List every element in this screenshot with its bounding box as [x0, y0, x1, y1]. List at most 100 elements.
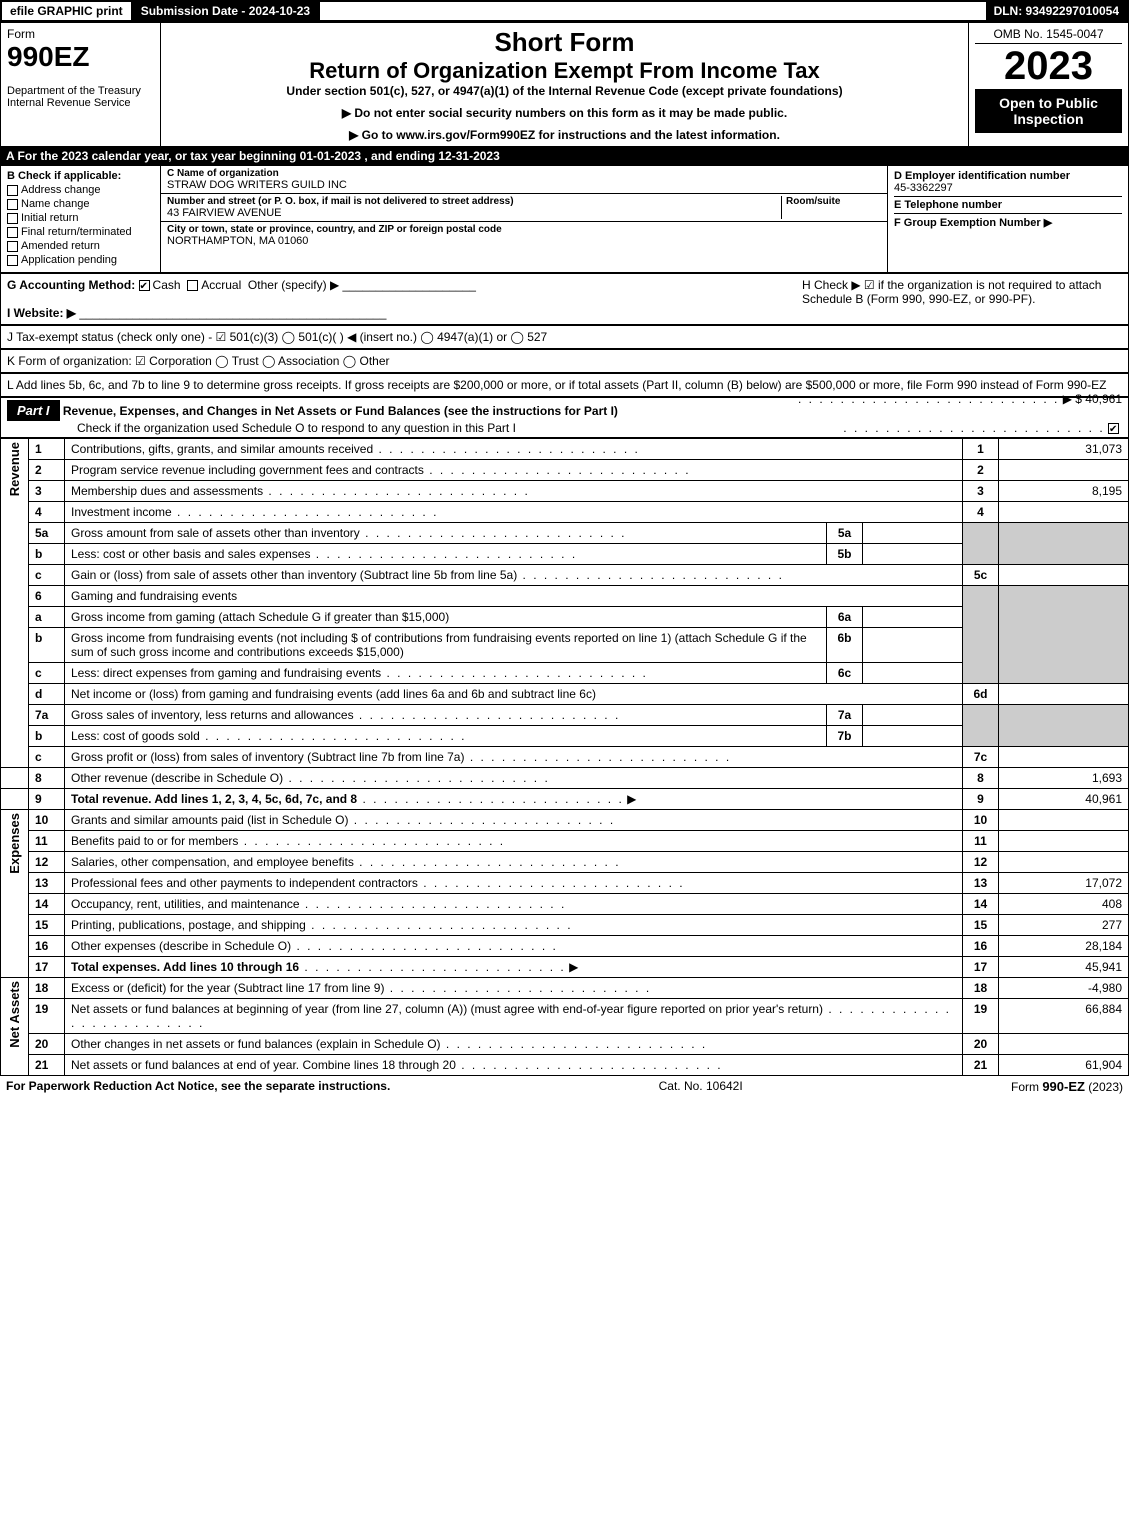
l3-desc: Membership dues and assessments: [71, 484, 263, 498]
l6a-subval: [863, 607, 963, 628]
check-schedule-o[interactable]: [1108, 423, 1119, 434]
l10-no: 10: [29, 810, 65, 831]
street-row: Number and street (or P. O. box, if mail…: [161, 194, 887, 222]
dln: DLN: 93492297010054: [986, 2, 1127, 20]
city: NORTHAMPTON, MA 01060: [167, 235, 881, 247]
l6c-desc: Less: direct expenses from gaming and fu…: [71, 666, 381, 680]
lines-table: Revenue 1 Contributions, gifts, grants, …: [0, 438, 1129, 1076]
box-b-title: B Check if applicable:: [7, 170, 121, 182]
check-final-return[interactable]: Final return/terminated: [7, 226, 154, 238]
l18-desc: Excess or (deficit) for the year (Subtra…: [71, 981, 384, 995]
l7b-desc: Less: cost of goods sold: [71, 729, 200, 743]
l18-rn: 18: [963, 978, 999, 999]
l11-no: 11: [29, 831, 65, 852]
l5b-desc: Less: cost or other basis and sales expe…: [71, 547, 310, 561]
arrow-note-2: ▶ Go to www.irs.gov/Form990EZ for instru…: [167, 128, 962, 142]
header-right: OMB No. 1545-0047 2023 Open to Public In…: [968, 23, 1128, 146]
l12-no: 12: [29, 852, 65, 873]
l8-desc: Other revenue (describe in Schedule O): [71, 771, 283, 785]
ein-row: D Employer identification number 45-3362…: [894, 168, 1122, 197]
l13-desc: Professional fees and other payments to …: [71, 876, 418, 890]
l16-no: 16: [29, 936, 65, 957]
tel-row: E Telephone number: [894, 197, 1122, 214]
row-i: I Website: ▶: [7, 306, 76, 320]
form-number: 990EZ: [7, 41, 154, 73]
row-h: H Check ▶ ☑ if the organization is not r…: [802, 278, 1122, 320]
header-left: Form 990EZ Department of the Treasury In…: [1, 23, 161, 146]
street: 43 FAIRVIEW AVENUE: [167, 207, 781, 219]
under-section: Under section 501(c), 527, or 4947(a)(1)…: [167, 84, 962, 98]
netassets-label: Net Assets: [7, 981, 22, 1048]
footer-cat: Cat. No. 10642I: [659, 1079, 743, 1094]
l21-no: 21: [29, 1055, 65, 1076]
l17-no: 17: [29, 957, 65, 978]
l13-no: 13: [29, 873, 65, 894]
check-cash[interactable]: [139, 280, 150, 291]
l7a-desc: Gross sales of inventory, less returns a…: [71, 708, 354, 722]
revenue-label: Revenue: [7, 442, 22, 496]
l8-val: 1,693: [999, 768, 1129, 789]
l7a-no: 7a: [29, 705, 65, 726]
accounting-method: G Accounting Method: Cash Accrual Other …: [7, 278, 802, 320]
box-b: B Check if applicable: Address change Na…: [1, 166, 161, 272]
l4-desc: Investment income: [71, 505, 172, 519]
l7a-subval: [863, 705, 963, 726]
l19-val: 66,884: [999, 999, 1129, 1034]
l17-rn: 17: [963, 957, 999, 978]
l6d-val: [999, 684, 1129, 705]
check-address-change[interactable]: Address change: [7, 184, 154, 196]
submission-date: Submission Date - 2024-10-23: [133, 2, 320, 20]
l4-val: [999, 502, 1129, 523]
l5c-no: c: [29, 565, 65, 586]
l1-rn: 1: [963, 439, 999, 460]
l20-no: 20: [29, 1034, 65, 1055]
l7b-no: b: [29, 726, 65, 747]
l2-rn: 2: [963, 460, 999, 481]
l15-no: 15: [29, 915, 65, 936]
l20-val: [999, 1034, 1129, 1055]
l9-rn: 9: [963, 789, 999, 810]
check-application-pending[interactable]: Application pending: [7, 254, 154, 266]
l5c-rn: 5c: [963, 565, 999, 586]
l6d-rn: 6d: [963, 684, 999, 705]
box-c: C Name of organization STRAW DOG WRITERS…: [161, 166, 888, 272]
l5c-desc: Gain or (loss) from sale of assets other…: [71, 568, 517, 582]
l14-val: 408: [999, 894, 1129, 915]
check-initial-return[interactable]: Initial return: [7, 212, 154, 224]
l21-val: 61,904: [999, 1055, 1129, 1076]
part-1-title: Revenue, Expenses, and Changes in Net As…: [63, 404, 618, 418]
omb-number: OMB No. 1545-0047: [975, 27, 1122, 44]
org-name-row: C Name of organization STRAW DOG WRITERS…: [161, 166, 887, 194]
l6b-no: b: [29, 628, 65, 663]
check-name-change[interactable]: Name change: [7, 198, 154, 210]
l7c-rn: 7c: [963, 747, 999, 768]
l17-val: 45,941: [999, 957, 1129, 978]
open-inspection: Open to Public Inspection: [975, 89, 1122, 133]
l21-rn: 21: [963, 1055, 999, 1076]
l3-rn: 3: [963, 481, 999, 502]
check-accrual[interactable]: [187, 280, 198, 291]
section-a: A For the 2023 calendar year, or tax yea…: [0, 147, 1129, 165]
l6b-subval: [863, 628, 963, 663]
l2-desc: Program service revenue including govern…: [71, 463, 424, 477]
l6c-subval: [863, 663, 963, 684]
l10-rn: 10: [963, 810, 999, 831]
l1-val: 31,073: [999, 439, 1129, 460]
l6d-desc: Net income or (loss) from gaming and fun…: [71, 687, 596, 701]
org-name-hdr: C Name of organization: [167, 168, 881, 179]
short-form-title: Short Form: [167, 27, 962, 58]
check-amended-return[interactable]: Amended return: [7, 240, 154, 252]
header-center: Short Form Return of Organization Exempt…: [161, 23, 968, 146]
row-j: J Tax-exempt status (check only one) - ☑…: [0, 325, 1129, 349]
l7a-subno: 7a: [827, 705, 863, 726]
l13-rn: 13: [963, 873, 999, 894]
l11-val: [999, 831, 1129, 852]
l11-rn: 11: [963, 831, 999, 852]
l6a-subno: 6a: [827, 607, 863, 628]
dept-label: Department of the Treasury Internal Reve…: [7, 85, 154, 109]
part-1-label: Part I: [7, 400, 60, 421]
l1-desc: Contributions, gifts, grants, and simila…: [71, 442, 373, 456]
city-hdr: City or town, state or province, country…: [167, 224, 881, 235]
l4-rn: 4: [963, 502, 999, 523]
l12-desc: Salaries, other compensation, and employ…: [71, 855, 354, 869]
